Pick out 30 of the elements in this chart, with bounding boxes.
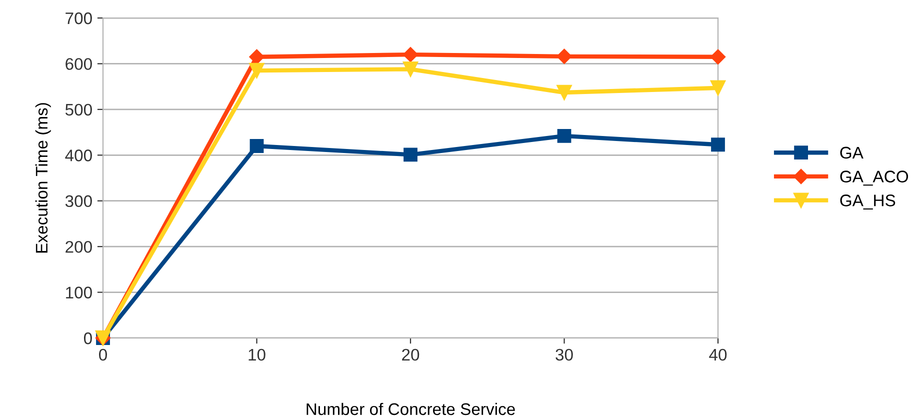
y-tick-label: 600 <box>66 58 92 70</box>
point <box>556 48 572 64</box>
y-tick-label: 300 <box>65 195 92 208</box>
y-tick-label: 400 <box>65 150 92 162</box>
y-tick-label: 500 <box>65 104 92 116</box>
point <box>556 84 572 100</box>
legend-label: GA_HS <box>840 194 896 210</box>
legend-label: GA_ACO <box>840 170 908 186</box>
y-axis-title: Execution Time (ms) <box>35 103 51 253</box>
x-tick-label: 20 <box>402 348 420 361</box>
point <box>710 80 726 96</box>
y-tick-label: 200 <box>66 240 92 253</box>
point <box>710 49 726 64</box>
x-axis-title: Number of Concrete Service <box>306 402 515 416</box>
legend-label: GA <box>840 146 864 159</box>
point <box>711 138 725 152</box>
y-tick-label: 0 <box>84 332 92 344</box>
point <box>404 148 418 162</box>
x-tick-label: 30 <box>556 348 573 361</box>
point <box>250 139 264 153</box>
y-tick-label: 100 <box>66 286 92 298</box>
point <box>249 49 264 64</box>
point <box>557 129 572 143</box>
point <box>402 62 418 77</box>
point <box>402 47 418 62</box>
x-tick-label: 10 <box>248 348 266 361</box>
x-tick-label: 0 <box>99 348 107 361</box>
y-tick-label: 700 <box>66 12 92 24</box>
x-tick-label: 40 <box>709 348 727 361</box>
point <box>249 62 264 78</box>
